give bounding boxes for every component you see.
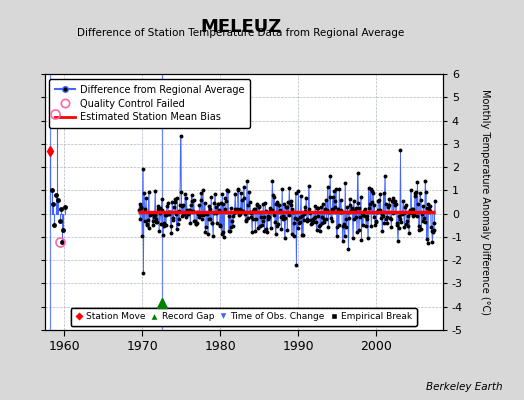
Legend: Station Move, Record Gap, Time of Obs. Change, Empirical Break: Station Move, Record Gap, Time of Obs. C… — [71, 308, 417, 326]
Text: Berkeley Earth: Berkeley Earth — [427, 382, 503, 392]
Text: Difference of Station Temperature Data from Regional Average: Difference of Station Temperature Data f… — [78, 28, 405, 38]
Y-axis label: Monthly Temperature Anomaly Difference (°C): Monthly Temperature Anomaly Difference (… — [479, 89, 489, 315]
Text: MELEUZ: MELEUZ — [201, 18, 281, 36]
